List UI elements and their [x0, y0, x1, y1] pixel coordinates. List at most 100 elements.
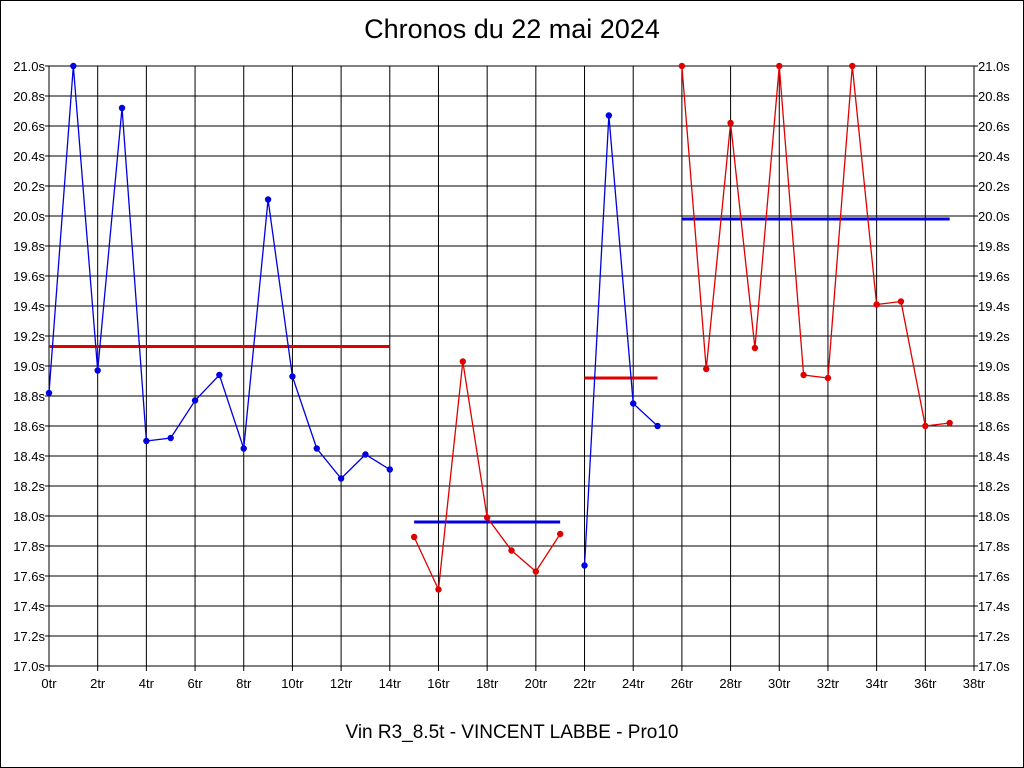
x-tick-label: 2tr	[90, 676, 106, 691]
y-tick-label-right: 18.2s	[978, 479, 1010, 494]
y-tick-label-left: 19.6s	[13, 269, 45, 284]
data-point	[362, 451, 369, 458]
y-tick-label-left: 18.8s	[13, 389, 45, 404]
data-point	[897, 298, 905, 305]
y-tick-label-left: 20.0s	[13, 209, 45, 224]
data-point	[776, 62, 783, 70]
x-tick-label: 12tr	[330, 676, 353, 691]
data-point	[459, 358, 467, 365]
data-point	[435, 586, 442, 593]
y-tick-label-right: 20.8s	[978, 89, 1010, 104]
data-point	[630, 400, 637, 407]
x-tick-label: 26tr	[671, 676, 694, 691]
x-tick-label: 38tr	[963, 676, 986, 691]
data-point	[751, 344, 759, 352]
y-tick-label-right: 17.8s	[978, 539, 1010, 554]
data-point	[703, 365, 710, 373]
y-tick-label-right: 19.8s	[978, 239, 1010, 254]
data-point	[508, 547, 515, 554]
data-point	[216, 371, 223, 379]
y-tick-label-left: 17.0s	[13, 659, 45, 674]
x-tick-label: 0tr	[41, 676, 57, 691]
series-line	[583, 115, 658, 566]
data-point	[70, 62, 77, 70]
y-tick-label-right: 17.0s	[978, 659, 1010, 674]
y-tick-label-left: 18.6s	[13, 419, 45, 434]
y-tick-label-right: 19.2s	[978, 329, 1010, 344]
x-tick-label: 4tr	[139, 676, 155, 691]
y-tick-label-left: 17.4s	[13, 599, 45, 614]
x-tick-label: 34tr	[865, 676, 888, 691]
chart-subtitle: Vin R3_8.5t - VINCENT LABBE - Pro10	[345, 722, 679, 743]
x-tick-label: 10tr	[281, 676, 304, 691]
data-point	[45, 389, 53, 397]
series-line	[681, 65, 950, 427]
x-tick-label: 14tr	[379, 676, 402, 691]
y-tick-label-left: 19.8s	[13, 239, 45, 254]
data-point	[556, 530, 564, 538]
x-tick-label: 6tr	[187, 676, 203, 691]
data-point	[581, 562, 588, 569]
y-tick-label-left: 18.0s	[13, 509, 45, 524]
x-tick-label: 32tr	[817, 676, 840, 691]
y-tick-label-right: 18.6s	[978, 419, 1010, 434]
data-point	[605, 112, 613, 119]
data-point	[532, 568, 540, 575]
y-tick-label-right: 20.4s	[978, 149, 1010, 164]
data-point	[922, 422, 929, 430]
y-tick-label-right: 17.6s	[978, 569, 1010, 584]
data-point	[167, 434, 174, 442]
data-point	[483, 514, 491, 521]
y-tick-label-left: 20.8s	[13, 89, 45, 104]
y-tick-label-left: 20.4s	[13, 149, 45, 164]
data-point	[678, 62, 686, 70]
y-tick-label-right: 21.0s	[978, 59, 1010, 74]
y-tick-label-left: 17.2s	[13, 629, 45, 644]
data-point	[191, 397, 199, 404]
x-tick-label: 24tr	[622, 676, 645, 691]
data-point	[313, 445, 320, 452]
x-tick-label: 16tr	[427, 676, 450, 691]
x-tick-label: 18tr	[476, 676, 499, 691]
grid-lines	[45, 65, 978, 671]
data-point	[143, 437, 150, 445]
y-tick-label-left: 18.2s	[13, 479, 45, 494]
y-tick-label-right: 20.2s	[978, 179, 1010, 194]
y-tick-label-right: 20.6s	[978, 119, 1010, 134]
y-tick-label-left: 21.0s	[13, 59, 45, 74]
data-point	[800, 371, 807, 379]
y-tick-label-right: 18.0s	[978, 509, 1010, 524]
y-tick-label-right: 19.6s	[978, 269, 1010, 284]
y-tick-label-left: 17.8s	[13, 539, 45, 554]
data-point	[289, 373, 296, 380]
data-point	[386, 466, 393, 473]
x-tick-label: 36tr	[914, 676, 937, 691]
x-tick-label: 28tr	[719, 676, 742, 691]
x-tick-label: 8tr	[236, 676, 252, 691]
x-tick-label: 20tr	[525, 676, 548, 691]
y-tick-label-right: 17.4s	[978, 599, 1010, 614]
data-point	[946, 419, 953, 427]
data-point	[654, 422, 661, 430]
data-point	[240, 445, 247, 452]
y-tick-label-left: 20.2s	[13, 179, 45, 194]
chart-title: Chronos du 22 mai 2024	[364, 14, 660, 44]
y-tick-label-left: 18.4s	[13, 449, 45, 464]
data-point	[873, 301, 880, 308]
y-tick-label-right: 18.8s	[978, 389, 1010, 404]
data-point	[849, 62, 856, 70]
y-tick-label-right: 19.0s	[978, 359, 1010, 374]
y-tick-label-left: 19.0s	[13, 359, 45, 374]
data-point	[410, 533, 418, 541]
data-point	[264, 196, 272, 203]
data-point	[94, 367, 101, 374]
x-tick-label: 30tr	[768, 676, 791, 691]
data-point	[118, 104, 126, 112]
y-tick-label-left: 19.2s	[13, 329, 45, 344]
y-tick-label-right: 17.2s	[978, 629, 1010, 644]
data-point	[727, 119, 734, 127]
data-point	[337, 475, 345, 482]
y-tick-label-left: 19.4s	[13, 299, 45, 314]
x-tick-label: 22tr	[573, 676, 596, 691]
